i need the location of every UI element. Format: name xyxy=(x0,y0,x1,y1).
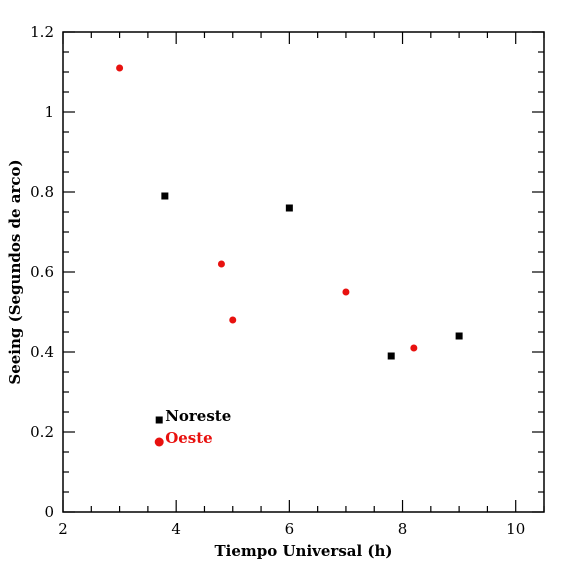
data-point-noreste xyxy=(285,204,293,212)
data-point-oeste xyxy=(116,64,124,72)
x-tick-label: 6 xyxy=(285,520,295,538)
y-tick-label: 0.6 xyxy=(30,263,54,281)
y-tick-label: 0.4 xyxy=(30,343,54,361)
y-tick-label: 1 xyxy=(44,103,54,121)
data-point-oeste xyxy=(229,316,237,324)
x-tick-label: 2 xyxy=(58,520,68,538)
data-point-noreste xyxy=(455,332,463,340)
legend-marker-noreste xyxy=(155,416,163,424)
data-point-noreste xyxy=(387,352,395,360)
data-point-oeste xyxy=(410,344,418,352)
legend-label-oeste: Oeste xyxy=(165,429,213,447)
y-tick-label: 0.8 xyxy=(30,183,54,201)
y-axis-label: Seeing (Segundos de arco) xyxy=(6,159,24,384)
data-point-noreste xyxy=(161,192,169,200)
data-point-oeste xyxy=(217,260,225,268)
y-tick-label: 0 xyxy=(44,503,54,521)
data-point-oeste xyxy=(342,288,350,296)
x-tick-label: 10 xyxy=(506,520,525,538)
plot-frame xyxy=(62,31,545,513)
y-tick-label: 1.2 xyxy=(30,23,54,41)
legend: Noreste Oeste xyxy=(154,407,231,447)
data-points xyxy=(116,64,463,360)
legend-label-noreste: Noreste xyxy=(165,407,231,425)
axis-ticks xyxy=(62,31,545,513)
x-axis-label: Tiempo Universal (h) xyxy=(214,542,392,560)
tick-labels: 2 4 6 8 10 0 0.2 0.4 0.6 0.8 1 1.2 xyxy=(30,23,525,538)
x-tick-label: 8 xyxy=(398,520,408,538)
legend-marker-oeste xyxy=(154,437,164,447)
x-tick-label: 4 xyxy=(171,520,181,538)
y-tick-label: 0.2 xyxy=(30,423,54,441)
